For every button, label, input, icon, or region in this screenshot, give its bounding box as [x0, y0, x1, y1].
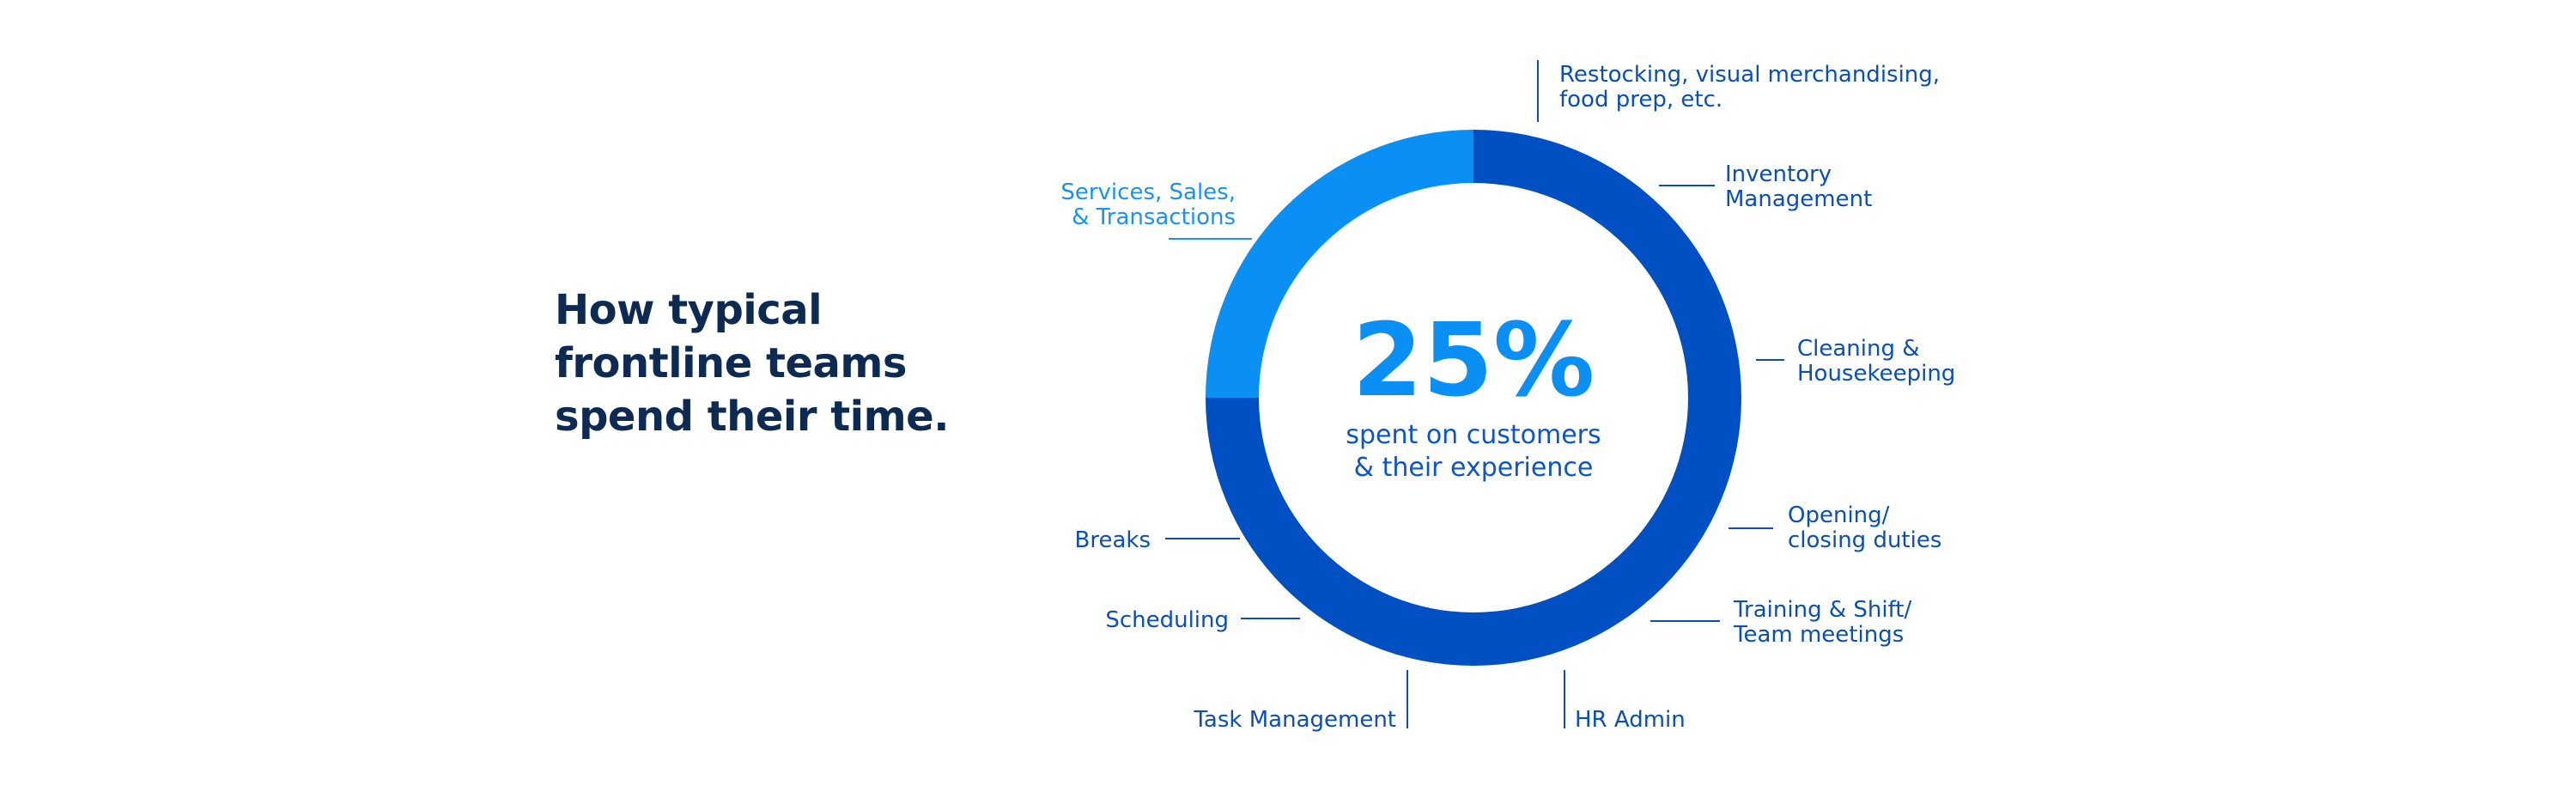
headline-line-3: spend their time.: [555, 393, 949, 441]
label-opening-line-2: closing duties: [1788, 527, 1941, 553]
label-restocking-line-1: Restocking, visual merchandising,: [1559, 62, 1940, 88]
center-subtitle-line-1: spent on customers: [1346, 420, 1601, 450]
slice-labels: Restocking, visual merchandising,food pr…: [1060, 62, 1955, 733]
label-restocking-line-2: food prep, etc.: [1559, 87, 1722, 113]
label-inventory-line-1: Inventory: [1725, 161, 1832, 187]
label-task-mgmt: Task Management: [1193, 707, 1396, 733]
label-hr-admin: HR Admin: [1575, 707, 1686, 733]
label-opening-line-1: Opening/: [1788, 503, 1890, 528]
donut-slices: [1206, 130, 1741, 666]
headline-line-2: frontline teams: [555, 339, 907, 387]
label-services-line-2: & Transactions: [1072, 204, 1236, 230]
label-training-line-2: Team meetings: [1733, 622, 1904, 648]
headline: How typical frontline teams spend their …: [555, 283, 1036, 443]
label-cleaning-line-1: Cleaning &: [1797, 336, 1920, 362]
label-inventory-line-2: Management: [1725, 186, 1872, 212]
label-breaks: Breaks: [1075, 527, 1151, 553]
label-services-line-1: Services, Sales,: [1060, 180, 1236, 205]
label-scheduling: Scheduling: [1105, 607, 1229, 633]
label-leader-lines: [1165, 60, 1784, 728]
label-training-line-1: Training & Shift/: [1733, 597, 1911, 623]
slice-customers: [1206, 130, 1473, 398]
label-cleaning-line-2: Housekeeping: [1797, 361, 1955, 387]
center-percentage: 25%: [1352, 301, 1595, 419]
center-subtitle-line-2: & their experience: [1354, 453, 1594, 483]
headline-line-1: How typical: [555, 286, 823, 334]
